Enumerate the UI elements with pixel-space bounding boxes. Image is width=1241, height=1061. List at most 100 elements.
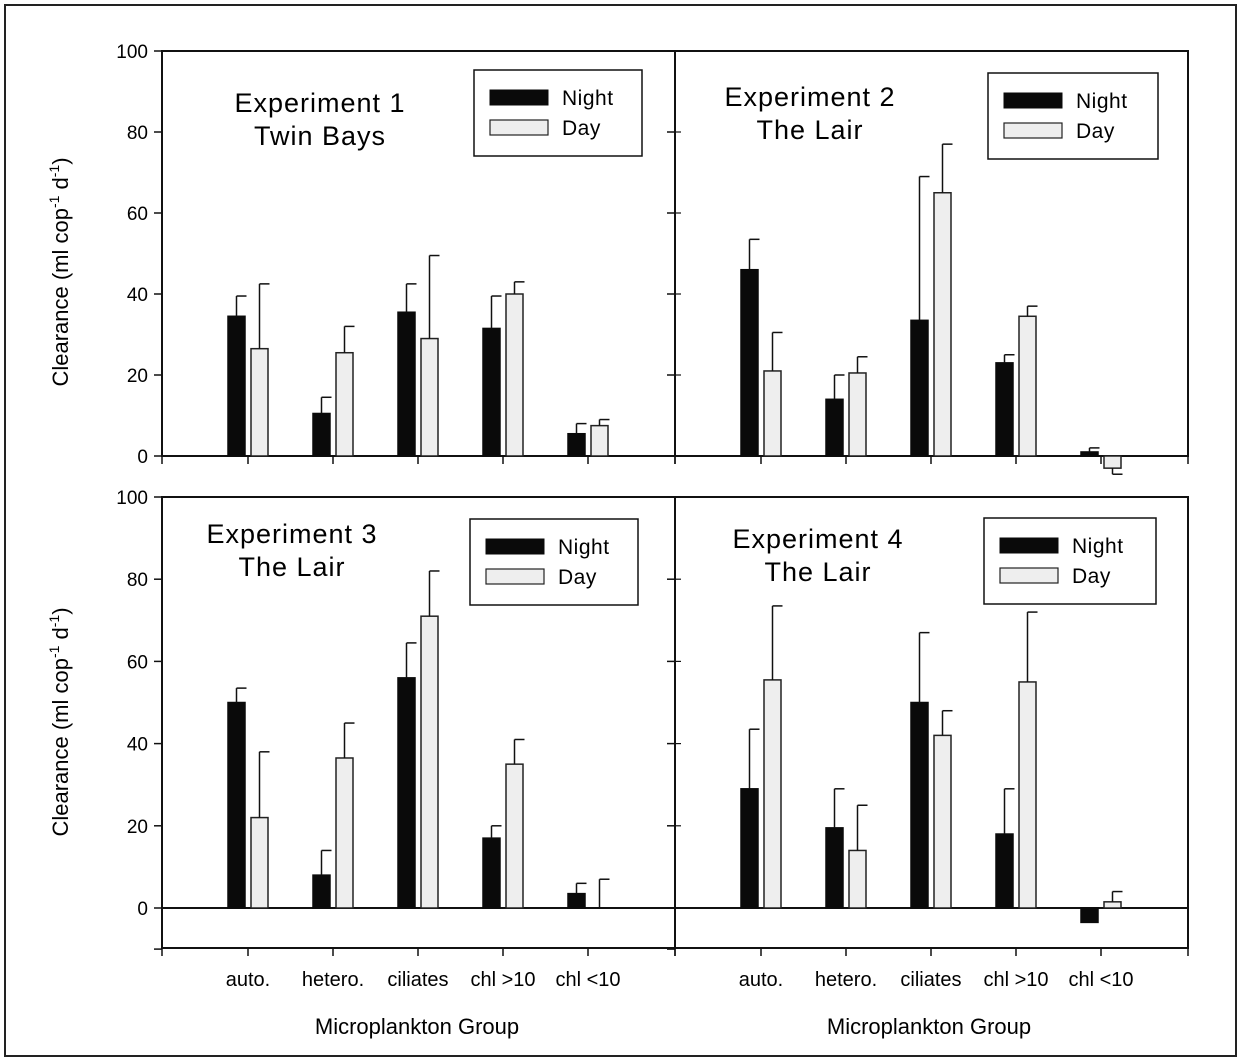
- bar-night: [227, 701, 246, 909]
- legend: Night Day: [473, 69, 643, 157]
- x-axis-title-right: Microplankton Group: [827, 1014, 1031, 1039]
- legend-label-night: Night: [1076, 90, 1128, 113]
- legend-label-night: Night: [562, 87, 614, 110]
- legend-swatch-night: [485, 538, 545, 555]
- legend-label-night: Night: [558, 536, 610, 559]
- y-tick-label: 20: [127, 817, 148, 838]
- legend-box: [987, 72, 1159, 160]
- bar-day: [763, 370, 782, 457]
- x-axis-title-left: Microplankton Group: [315, 1014, 519, 1039]
- bar-day: [335, 757, 354, 909]
- y-tick-label: 20: [127, 366, 148, 387]
- bar-night: [740, 788, 759, 909]
- panel-subtitle: The Lair: [764, 557, 871, 587]
- y-tick-label: 0: [137, 899, 148, 920]
- bar-day: [848, 372, 867, 457]
- bar-day: [250, 816, 269, 909]
- x-tick-label: auto.: [226, 969, 270, 991]
- y-tick-label: 60: [127, 652, 148, 673]
- y-tick-label: 40: [127, 285, 148, 306]
- bar-night: [995, 833, 1014, 909]
- y-tick-label: 100: [116, 42, 148, 63]
- bar-night: [825, 398, 844, 457]
- x-tick-label: chl >10: [470, 969, 535, 991]
- bar-night: [397, 311, 416, 457]
- legend-box: [469, 518, 639, 606]
- x-tick-label: chl <10: [555, 969, 620, 991]
- legend-swatch-day: [999, 567, 1059, 584]
- panel-subtitle: The Lair: [756, 115, 863, 145]
- bar-day: [420, 337, 439, 457]
- bar-night: [1080, 451, 1099, 457]
- bar-day: [763, 679, 782, 909]
- legend-swatch-day: [1003, 122, 1063, 139]
- legend-label-night: Night: [1072, 535, 1124, 558]
- bar-night: [825, 827, 844, 909]
- panel-subtitle: Twin Bays: [254, 121, 386, 151]
- x-tick-label: chl >10: [983, 969, 1048, 991]
- panel-title: Experiment 3: [206, 519, 377, 549]
- y-tick-label: 40: [127, 735, 148, 756]
- x-tick-label: ciliates: [387, 969, 448, 991]
- x-tick-label: hetero.: [815, 969, 877, 991]
- bar-night: [227, 315, 246, 457]
- bar-night: [740, 268, 759, 457]
- panel-title: Experiment 1: [234, 88, 405, 118]
- bar-day: [933, 734, 952, 909]
- legend-label-day: Day: [1072, 565, 1111, 588]
- bar-day: [1103, 901, 1122, 909]
- bar-day: [420, 615, 439, 909]
- bar-day: [505, 763, 524, 909]
- bar-night: [995, 362, 1014, 457]
- panel-4: auto. hetero. ciliates chl >10 chl <10 Experi…: [667, 496, 1189, 991]
- x-tick-label: ciliates: [900, 969, 961, 991]
- bar-day: [250, 347, 269, 457]
- legend-swatch-night: [1003, 92, 1063, 109]
- bar-night: [910, 319, 929, 457]
- panel-title: Experiment 2: [724, 82, 895, 112]
- y-tick-label: 100: [116, 488, 148, 509]
- legend-swatch-night: [489, 89, 549, 106]
- x-tick-label: chl <10: [1068, 969, 1133, 991]
- bar-night: [312, 874, 331, 909]
- bar-day: [1103, 455, 1122, 469]
- bar-day: [1018, 315, 1037, 457]
- y-axis-title-bottom: Clearance (ml cop-1 d-1): [46, 607, 73, 836]
- bar-night: [482, 837, 501, 909]
- legend-label-day: Day: [1076, 120, 1115, 143]
- legend: Night Day: [469, 518, 639, 606]
- legend: Night Day: [983, 517, 1157, 605]
- legend-label-day: Day: [562, 117, 601, 140]
- bar-night: [567, 892, 586, 909]
- bar-day: [590, 424, 609, 457]
- legend: Night Day: [987, 72, 1159, 160]
- panel-title: Experiment 4: [732, 524, 903, 554]
- x-tick-label: hetero.: [302, 969, 364, 991]
- y-tick-label: 80: [127, 570, 148, 591]
- bar-night: [482, 327, 501, 457]
- legend-box: [983, 517, 1157, 605]
- y-tick-label: 60: [127, 204, 148, 225]
- y-axis-title-top: Clearance (ml cop-1 d-1): [46, 157, 73, 386]
- bar-day: [335, 351, 354, 457]
- bar-day: [848, 849, 867, 909]
- bar-night: [1080, 907, 1099, 924]
- outer-frame: [4, 4, 1237, 1057]
- bar-day: [505, 293, 524, 457]
- y-tick-label: 80: [127, 123, 148, 144]
- legend-swatch-day: [489, 119, 549, 136]
- y-tick-label: 0: [137, 447, 148, 468]
- bar-night: [910, 701, 929, 909]
- x-tick-label: auto.: [739, 969, 783, 991]
- bar-night: [397, 677, 416, 909]
- panel-3: 0 20 40 60 80 100 auto. hetero. ciliates chl >10 c…: [116, 488, 676, 991]
- legend-swatch-night: [999, 537, 1059, 554]
- bar-day: [1018, 681, 1037, 909]
- legend-swatch-day: [485, 568, 545, 585]
- panel-subtitle: The Lair: [238, 552, 345, 582]
- bar-day: [933, 192, 952, 457]
- legend-label-day: Day: [558, 566, 597, 589]
